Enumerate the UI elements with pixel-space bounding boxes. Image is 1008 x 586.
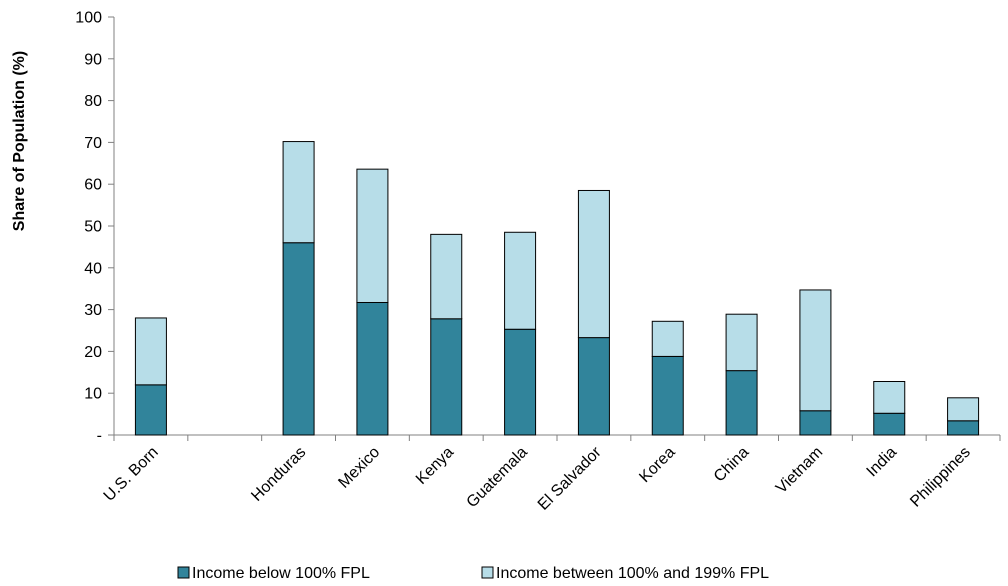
y-axis: - 10 20 30 40 50 60 70 80 90 100 (75, 10, 115, 445)
y-tick-label: 50 (84, 219, 102, 236)
bars (134, 141, 980, 436)
x-tick-label: Guatemala (464, 444, 531, 511)
bar-segment-below-100 (430, 318, 463, 436)
legend: Income below 100% FPL Income between 100%… (177, 565, 769, 582)
x-tick-label: India (864, 444, 901, 481)
y-tick-label: 20 (84, 344, 102, 361)
legend-swatch (481, 566, 494, 579)
bar-segment-below-100 (651, 355, 684, 436)
bar-segment-below-100 (577, 337, 610, 436)
bar-segment-below-100 (873, 412, 906, 436)
x-tick-label: Mexico (335, 444, 383, 492)
x-tick-label: U.S. Born (101, 444, 162, 505)
x-tick-label: Kenya (413, 444, 457, 488)
bar-segment-between-100-199 (282, 141, 315, 244)
x-tick-labels: U.S. Born Honduras Mexico Kenya Guatemala El … (101, 443, 974, 513)
y-tick-label: 90 (84, 51, 102, 68)
y-tick-label: 60 (84, 177, 102, 194)
bar-segment-below-100 (504, 328, 537, 436)
bar-segment-below-100 (282, 242, 315, 436)
bar-segment-below-100 (799, 410, 832, 436)
x-tick-label: El Salvador (535, 443, 605, 513)
x-tick-label: China (711, 444, 753, 486)
x-tick-label: Philippines (907, 444, 974, 511)
bar-segment-below-100 (356, 301, 389, 436)
bar-segment-below-100 (134, 384, 167, 436)
bar-segment-between-100-199 (504, 231, 537, 330)
y-tick-label: 100 (75, 10, 102, 27)
bar-segment-below-100 (947, 420, 980, 436)
bar-segment-between-100-199 (651, 320, 684, 357)
y-tick-label: 80 (84, 93, 102, 110)
bar-segment-between-100-199 (873, 380, 906, 414)
y-tick-label: 10 (84, 386, 102, 403)
x-tick-label: Korea (636, 444, 678, 486)
y-axis-title: Share of Population (%) (11, 51, 28, 231)
y-tick-label: - (97, 428, 102, 445)
legend-label: Income below 100% FPL (192, 565, 370, 582)
legend-label: Income between 100% and 199% FPL (496, 565, 769, 582)
bar-segment-between-100-199 (725, 313, 758, 372)
y-tick-label: 40 (84, 260, 102, 277)
x-tick-label: Vietnam (773, 444, 826, 497)
legend-swatch (177, 566, 190, 579)
x-tick-label: Honduras (248, 444, 309, 505)
y-tick-label: 30 (84, 302, 102, 319)
bar-segment-between-100-199 (356, 168, 389, 303)
bar-segment-below-100 (725, 370, 758, 436)
bar-segment-between-100-199 (577, 189, 610, 339)
bar-segment-between-100-199 (134, 317, 167, 386)
x-axis (113, 434, 1001, 441)
bar-segment-between-100-199 (799, 289, 832, 412)
bar-segment-between-100-199 (430, 233, 463, 320)
bar-segment-between-100-199 (947, 397, 980, 422)
y-tick-label: 70 (84, 135, 102, 152)
